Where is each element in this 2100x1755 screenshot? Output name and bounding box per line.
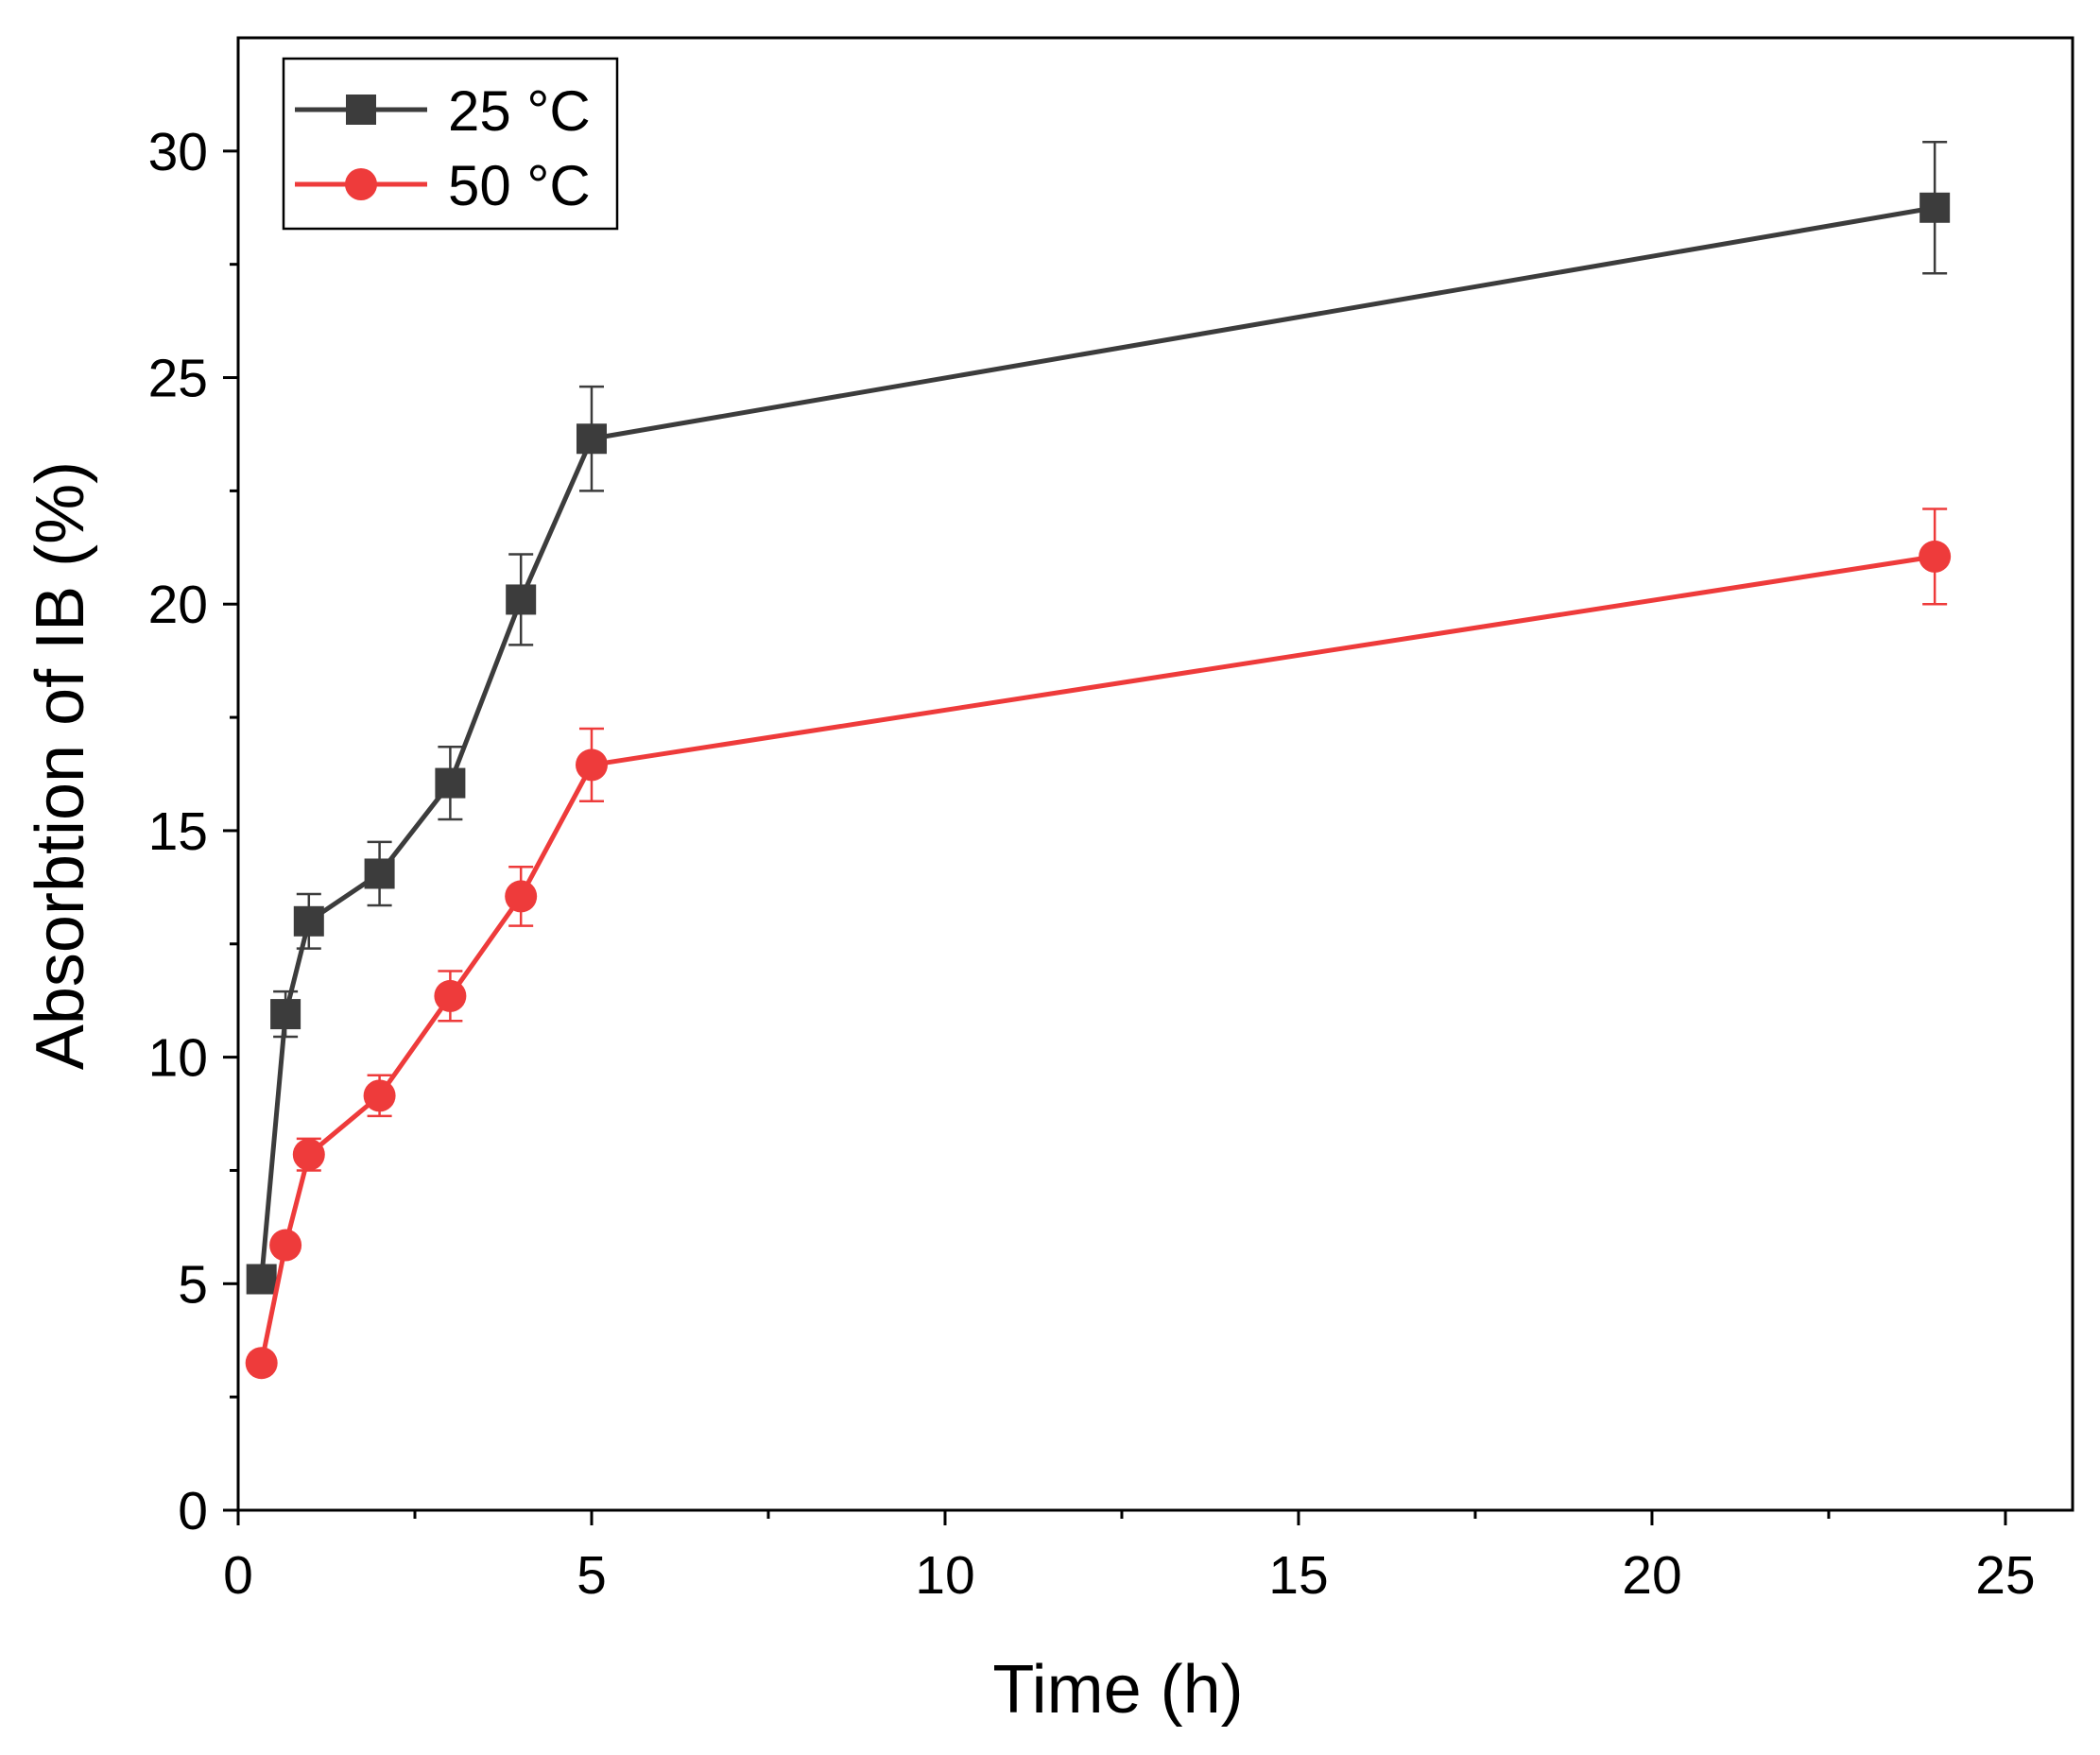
y-tick-label-20: 20 [148,575,208,635]
data-point [364,858,395,889]
y-tick-label-5: 5 [178,1254,208,1315]
data-point [434,979,467,1012]
x-tick-label-15: 15 [1268,1545,1328,1606]
legend-item-1: 25 °C [295,79,591,143]
y-axis-title: Absorbtion of IB (%) [23,461,98,1070]
x-tick-label-0: 0 [223,1545,253,1606]
data-point [269,1229,302,1262]
legend-marker [346,95,376,125]
y-tick-label-25: 25 [148,349,208,409]
legend-label: 50 °C [448,154,591,217]
legend-label: 25 °C [448,79,591,143]
x-tick-label-25: 25 [1975,1545,2035,1606]
y-tick-label-0: 0 [178,1481,208,1541]
plot-area [236,36,2074,1512]
data-point [576,423,607,455]
x-tick-label-20: 20 [1622,1545,1681,1606]
data-point [1919,540,1952,573]
series-line [259,205,1936,1280]
y-tick-label-30: 30 [148,122,208,182]
data-point [363,1079,396,1112]
data-point [245,1347,278,1380]
data-point [293,905,324,937]
data-series [245,141,1952,1380]
data-point [1919,192,1951,223]
series-1 [246,141,1951,1295]
x-tick-label-5: 5 [577,1545,607,1606]
plot-frame [236,36,2074,1512]
x-axis-title: Time (h) [992,1652,1243,1728]
legend-marker [345,168,377,200]
data-point [506,584,537,615]
data-point [435,767,466,799]
legend-box [282,57,619,231]
data-point [292,1138,325,1171]
axis-labels: Time (h) Absorbtion of IB (%) [23,461,1244,1728]
data-point [575,748,608,782]
series-2 [245,508,1952,1380]
y-tick-label-10: 10 [148,1028,208,1089]
data-point [270,999,301,1030]
legend-item-2: 50 °C [295,154,591,217]
data-point [505,880,538,913]
y-tick-label-15: 15 [148,801,208,862]
axis-ticks: 0 5 10 15 20 25 0 5 10 15 20 25 30 [148,122,2036,1606]
x-tick-label-10: 10 [915,1545,974,1606]
legend: 25 °C 50 °C [282,57,619,231]
series-line [259,554,1936,1364]
data-point [246,1264,277,1295]
